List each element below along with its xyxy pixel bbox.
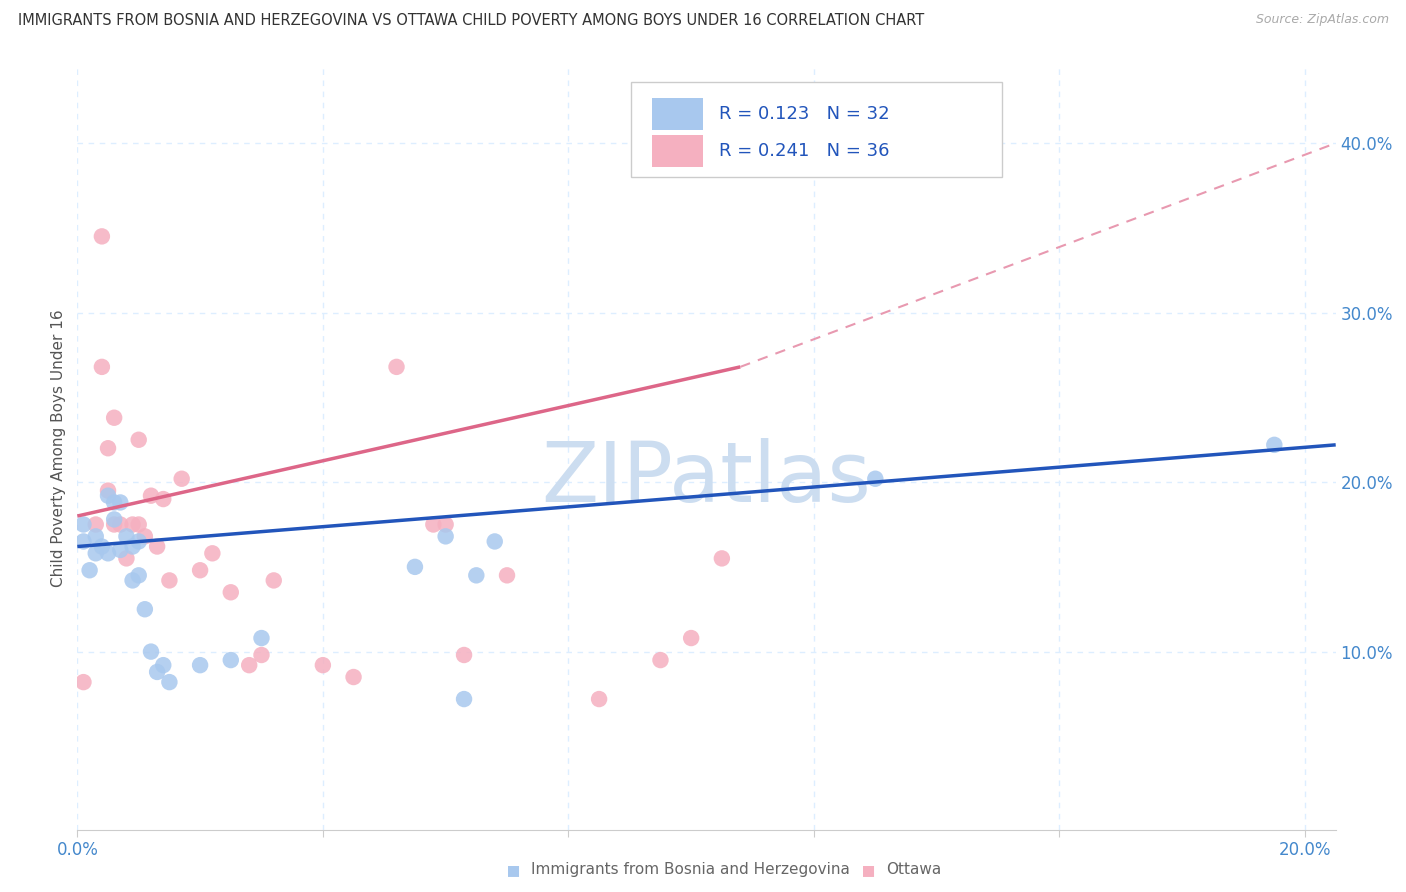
Point [146, 540, 169, 554]
Bar [652, 98, 703, 130]
Point [681, 631, 703, 645]
Point [134, 529, 156, 543]
Point [90, 229, 112, 244]
Point [453, 648, 475, 662]
Text: R = 0.123   N = 32: R = 0.123 N = 32 [718, 105, 890, 123]
Point [97, 546, 120, 560]
Point [103, 495, 125, 509]
Point [188, 658, 211, 673]
Point [588, 692, 610, 706]
Point [139, 489, 162, 503]
Point [128, 433, 150, 447]
Point [710, 551, 733, 566]
Point [97, 483, 120, 498]
Point [201, 546, 224, 560]
Point [453, 692, 475, 706]
Point [219, 585, 242, 599]
Point [312, 658, 335, 673]
Point [72, 517, 94, 532]
Point [110, 495, 132, 509]
Text: ▪: ▪ [506, 860, 520, 880]
Point [97, 442, 120, 455]
Bar [652, 135, 703, 167]
Text: Immigrants from Bosnia and Herzegovina: Immigrants from Bosnia and Herzegovina [531, 863, 851, 877]
Point [115, 529, 138, 543]
Point [484, 534, 506, 549]
Y-axis label: Child Poverty Among Boys Under 16: Child Poverty Among Boys Under 16 [51, 310, 66, 587]
Point [238, 658, 260, 673]
Point [342, 670, 364, 684]
Point [97, 489, 120, 503]
Point [72, 534, 94, 549]
Point [188, 563, 211, 577]
Point [157, 574, 180, 588]
Point [422, 517, 444, 532]
Point [219, 653, 242, 667]
Point [128, 534, 150, 549]
Point [103, 517, 125, 532]
Text: IMMIGRANTS FROM BOSNIA AND HERZEGOVINA VS OTTAWA CHILD POVERTY AMONG BOYS UNDER : IMMIGRANTS FROM BOSNIA AND HERZEGOVINA V… [18, 13, 925, 29]
Point [121, 540, 143, 554]
Point [103, 512, 125, 526]
Point [404, 560, 426, 574]
Point [152, 492, 174, 507]
Point [152, 658, 174, 673]
Point [128, 517, 150, 532]
Point [650, 653, 672, 667]
Point [1263, 438, 1285, 452]
Point [496, 568, 519, 582]
Text: Ottawa: Ottawa [886, 863, 941, 877]
Point [72, 675, 94, 690]
Point [84, 529, 107, 543]
Point [128, 568, 150, 582]
Point [434, 529, 457, 543]
Point [115, 551, 138, 566]
Point [146, 665, 169, 679]
Point [84, 546, 107, 560]
Text: ▪: ▪ [862, 860, 876, 880]
Point [84, 517, 107, 532]
Text: ZIPatlas: ZIPatlas [541, 438, 872, 519]
Point [90, 359, 112, 374]
Point [170, 472, 193, 486]
Point [465, 568, 488, 582]
FancyBboxPatch shape [631, 82, 1002, 178]
Point [134, 602, 156, 616]
Point [157, 675, 180, 690]
Point [121, 574, 143, 588]
Point [110, 517, 132, 532]
Text: R = 0.241   N = 36: R = 0.241 N = 36 [718, 142, 890, 160]
Point [90, 540, 112, 554]
Point [79, 563, 101, 577]
Text: Source: ZipAtlas.com: Source: ZipAtlas.com [1256, 13, 1389, 27]
Point [250, 648, 273, 662]
Point [385, 359, 408, 374]
Point [121, 517, 143, 532]
Point [865, 472, 887, 486]
Point [110, 542, 132, 557]
Point [263, 574, 285, 588]
Point [103, 410, 125, 425]
Point [139, 644, 162, 658]
Point [434, 517, 457, 532]
Point [250, 631, 273, 645]
